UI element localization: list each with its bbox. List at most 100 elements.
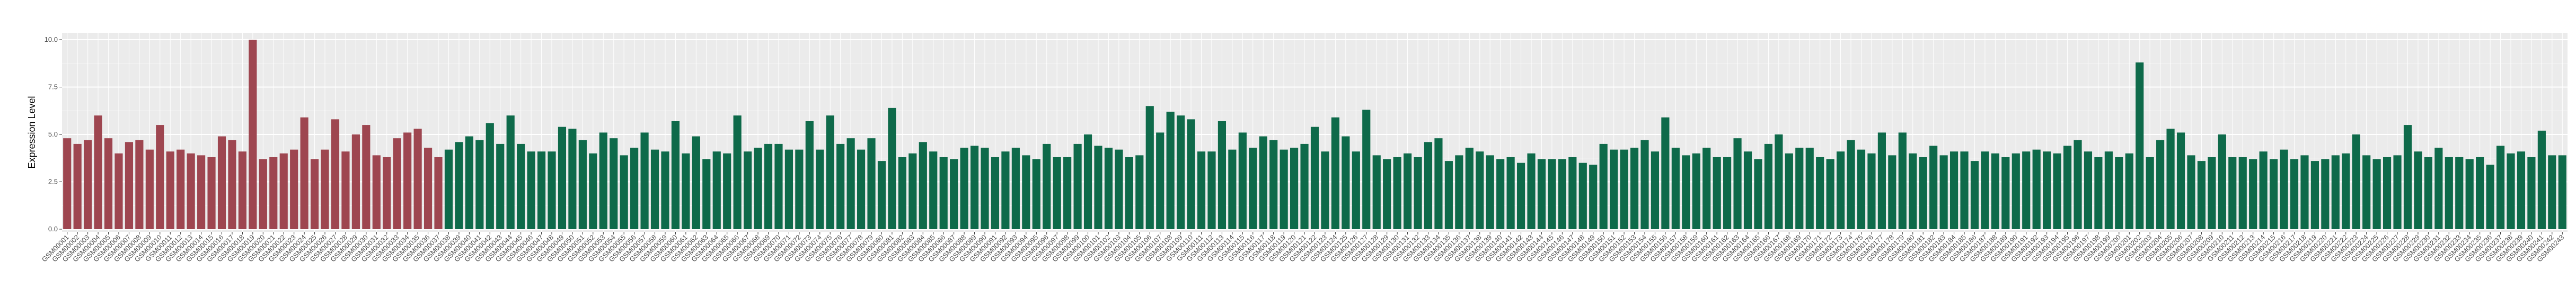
bar	[1702, 148, 1711, 229]
bar	[1372, 155, 1381, 229]
bar	[393, 138, 401, 229]
bar	[2259, 151, 2268, 229]
bar	[2558, 155, 2566, 229]
bar	[640, 132, 649, 229]
bar	[1228, 149, 1237, 229]
bar	[1269, 140, 1278, 229]
bar	[2176, 132, 2185, 229]
bar	[1981, 151, 1989, 229]
bar	[2496, 146, 2505, 229]
bar	[1331, 117, 1339, 229]
bar	[1424, 142, 1433, 229]
bar	[1043, 143, 1051, 229]
bar	[1249, 148, 1257, 229]
bar	[2372, 159, 2381, 229]
bar	[1795, 148, 1804, 229]
bar	[1290, 148, 1299, 229]
bar	[2424, 157, 2432, 229]
bar	[125, 142, 134, 229]
bar	[1166, 112, 1175, 229]
bar	[1743, 151, 1752, 229]
bar	[1156, 132, 1165, 229]
bar	[1063, 157, 1072, 229]
bar	[1949, 151, 1959, 229]
bar	[1383, 159, 1391, 229]
bar	[2537, 130, 2546, 229]
bar	[2290, 159, 2299, 229]
bar	[1465, 148, 1474, 229]
bar	[981, 148, 989, 229]
bar	[517, 143, 525, 229]
bar	[908, 153, 917, 229]
bar	[805, 121, 814, 229]
bar	[1610, 149, 1618, 229]
bar	[2342, 153, 2350, 229]
bar	[279, 153, 288, 229]
bar	[177, 149, 185, 229]
bar	[2527, 157, 2536, 229]
bar	[2187, 155, 2195, 229]
bar	[1342, 136, 1350, 229]
bar	[63, 138, 72, 229]
bar	[1022, 155, 1030, 229]
bar	[568, 129, 577, 229]
bar	[114, 153, 123, 229]
bar	[898, 157, 906, 229]
bar	[764, 143, 773, 229]
bar	[341, 151, 350, 229]
y-tick-label: 10.0	[45, 35, 58, 43]
bar	[1548, 159, 1556, 229]
bar	[1001, 151, 1010, 229]
bar	[1578, 162, 1587, 229]
bar	[2414, 151, 2422, 229]
bar	[846, 138, 855, 229]
bar	[733, 115, 742, 229]
bar	[444, 149, 453, 229]
bar	[671, 121, 680, 229]
bar	[1919, 157, 1927, 229]
bar	[84, 140, 92, 229]
bar	[1207, 151, 1216, 229]
bar	[857, 149, 866, 229]
bar	[712, 151, 721, 229]
bar	[1867, 153, 1876, 229]
bar	[506, 115, 515, 229]
bar	[548, 151, 556, 229]
bar	[1877, 132, 1886, 229]
bar	[2280, 149, 2288, 229]
bar	[836, 143, 845, 229]
bar	[537, 151, 546, 229]
bar	[300, 117, 308, 229]
bar	[383, 157, 391, 229]
bar	[249, 40, 257, 229]
bar	[1651, 151, 1660, 229]
bar	[2517, 151, 2526, 229]
y-tick-label: 7.5	[48, 83, 58, 91]
bar	[259, 159, 267, 229]
bar	[1692, 153, 1700, 229]
bar	[929, 151, 938, 229]
bar	[351, 134, 360, 229]
bar	[1125, 157, 1133, 229]
bar	[475, 140, 484, 229]
bar	[2486, 165, 2494, 229]
bar	[1403, 153, 1412, 229]
bar	[2125, 153, 2133, 229]
bar	[2238, 157, 2247, 229]
bar	[692, 136, 700, 229]
bar	[1011, 148, 1020, 229]
bar	[816, 149, 824, 229]
bar	[1434, 138, 1443, 229]
bar	[2104, 151, 2113, 229]
y-tick-label: 0.0	[48, 225, 58, 233]
bar	[1476, 151, 1484, 229]
bar	[1682, 155, 1690, 229]
bar	[1537, 159, 1546, 229]
bar	[754, 148, 762, 229]
bar	[2476, 157, 2484, 229]
bar	[1177, 115, 1185, 229]
bar	[413, 129, 422, 229]
bar	[1352, 151, 1360, 229]
bar	[290, 149, 298, 229]
bar	[1135, 155, 1144, 229]
